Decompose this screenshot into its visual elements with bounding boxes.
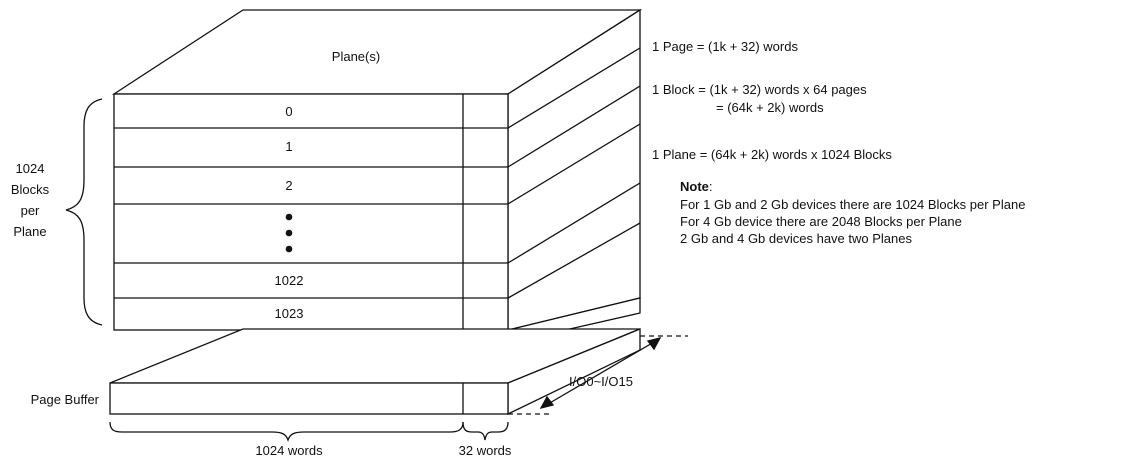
ellipsis-dot bbox=[285, 213, 293, 221]
plane-equation: 1 Plane = (64k + 2k) words x 1024 Blocks bbox=[652, 147, 892, 162]
block-equation: 1 Block = (1k + 32) words x 64 pages bbox=[652, 82, 867, 97]
blocks-brace-label-line: Plane bbox=[13, 224, 46, 239]
block-label-1022: 1022 bbox=[275, 273, 304, 288]
blocks-brace-label-line: per bbox=[21, 203, 40, 218]
blocks-brace-label-line: 1024 bbox=[16, 161, 45, 176]
io-arrow-head-down bbox=[539, 395, 555, 409]
page-equation: 1 Page = (1k + 32) words bbox=[652, 39, 798, 54]
page-buffer-label: Page Buffer bbox=[31, 392, 100, 407]
ellipsis-dot bbox=[285, 229, 293, 237]
note-title: Note bbox=[680, 179, 709, 194]
note-line: For 1 Gb and 2 Gb devices there are 1024… bbox=[680, 197, 1026, 212]
block-equation-result: = (64k + 2k) words bbox=[716, 100, 824, 115]
block-label-0: 0 bbox=[285, 104, 292, 119]
blocks-brace bbox=[65, 98, 103, 326]
words-spare-label: 32 words bbox=[459, 443, 512, 458]
note-colon: : bbox=[708, 179, 713, 194]
block-label-2: 2 bbox=[285, 178, 292, 193]
io-arrow-head-up bbox=[646, 337, 662, 351]
words-spare-brace bbox=[462, 421, 509, 441]
note-line: 2 Gb and 4 Gb devices have two Planes bbox=[680, 231, 912, 246]
page-buffer-front-face bbox=[109, 382, 509, 415]
words-main-label: 1024 words bbox=[255, 443, 323, 458]
note-line: For 4 Gb device there are 2048 Blocks pe… bbox=[680, 214, 962, 229]
words-main-brace bbox=[109, 421, 464, 443]
plane-label: Plane(s) bbox=[332, 49, 380, 64]
blocks-brace-label-line: Blocks bbox=[11, 182, 50, 197]
io-label: I/O0~I/O15 bbox=[569, 374, 633, 389]
plane-front-face bbox=[113, 93, 509, 331]
block-label-1: 1 bbox=[285, 139, 292, 154]
block-label-1023: 1023 bbox=[275, 306, 304, 321]
note-heading: Note: bbox=[680, 179, 713, 195]
ellipsis-dot bbox=[285, 245, 293, 253]
